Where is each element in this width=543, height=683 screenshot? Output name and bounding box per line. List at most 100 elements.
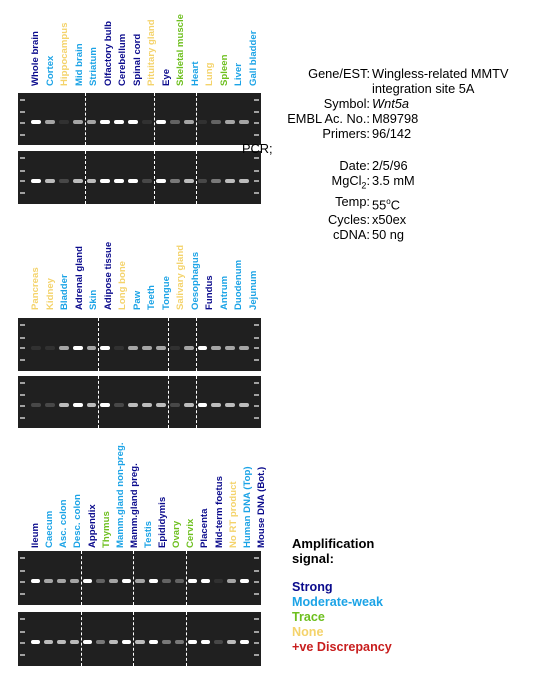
lane-separator	[81, 551, 83, 605]
gel-band	[135, 640, 145, 645]
lane-label: Mamm.gland non-preg.	[114, 442, 126, 548]
gel-band	[44, 120, 55, 125]
lane-label: Jejunum	[247, 270, 259, 310]
lane-label: Asc. colon	[58, 499, 70, 548]
lane-label: Epididymis	[157, 496, 169, 548]
gel-band	[128, 120, 138, 125]
lane-separator	[98, 376, 100, 428]
ladder-band	[20, 618, 25, 621]
ladder-band	[20, 121, 25, 124]
gel-band	[169, 403, 180, 408]
gel-band	[239, 120, 249, 125]
ladder-band	[254, 121, 259, 124]
gel-band	[109, 640, 119, 645]
lane-separator	[84, 93, 86, 145]
gel-band	[96, 640, 106, 645]
gel-image-panel-2-bottom	[18, 376, 261, 428]
lane-label: Desc. colon	[72, 494, 84, 548]
lane-label: Striatum	[88, 47, 100, 86]
lane-label: Oesophagus	[189, 251, 201, 310]
date-value: 2/5/96	[372, 158, 408, 173]
lane-label: Long bone	[117, 260, 129, 310]
legend-strong: Strong	[292, 580, 333, 594]
lane-label: Ileum	[30, 522, 42, 548]
embl-value: M89798	[372, 111, 419, 126]
gel-band	[183, 403, 194, 408]
lane-label: Cervix	[185, 518, 197, 548]
lane-label: Spleen	[218, 54, 230, 86]
gel-band	[44, 403, 55, 408]
gene-value-line-1: Wingless-related MMTV	[372, 66, 509, 81]
ladder-band	[20, 180, 25, 183]
gel-band	[86, 403, 97, 408]
gel-band	[128, 345, 138, 350]
lane-label: Antrum	[218, 275, 230, 310]
ladder-band	[254, 382, 259, 385]
gel-band	[57, 579, 67, 584]
gel-band	[83, 579, 93, 584]
ladder-band	[20, 99, 25, 102]
lane-label: Mamm.gland preg.	[128, 463, 140, 548]
lane-separator	[153, 151, 155, 204]
embl-label: EMBL Ac. No.:	[287, 111, 370, 126]
lane-separator	[185, 612, 187, 666]
gel-band	[44, 178, 55, 183]
lane-labels-panel-1: Whole brain Cortex Hippocampus Mid brain Str…	[29, 14, 261, 86]
symbol-value: Wnt5a	[372, 96, 409, 111]
gel-image-panel-1-bottom	[18, 151, 261, 204]
gel-band	[239, 403, 249, 408]
lane-label: Mid-term foetus	[213, 476, 225, 548]
gel-band	[86, 120, 97, 125]
gel-band	[58, 178, 69, 183]
lane-label: Heart	[189, 61, 201, 86]
ladder-band	[20, 133, 25, 136]
lane-label: Salivary gland	[175, 244, 187, 310]
gel-band	[70, 640, 80, 645]
lane-label: Pancreas	[30, 267, 42, 310]
lane-labels-panel-2: Pancreas Kidney Bladder Adrenal gland Skin Ad…	[29, 240, 261, 310]
gel-image-panel-1-top	[18, 93, 261, 145]
legend-none: None	[292, 625, 324, 639]
lane-label: Teeth	[146, 285, 158, 310]
gel-band	[148, 640, 158, 645]
ladder-band	[20, 382, 25, 385]
gel-band	[200, 640, 210, 645]
gene-label: Gene/EST:	[308, 66, 370, 81]
gel-band	[155, 345, 166, 350]
lane-label: Cortex	[44, 55, 56, 86]
lane-label: Pituitary gland	[146, 19, 158, 86]
gel-band	[155, 178, 166, 183]
ladder-band	[20, 192, 25, 195]
cdna-label: cDNA:	[333, 226, 370, 242]
gel-band	[183, 120, 194, 125]
lane-label: Mouse DNA (Bot.)	[255, 466, 267, 548]
gel-band	[183, 345, 194, 350]
gel-band	[128, 178, 138, 183]
gel-band	[161, 640, 171, 645]
gel-band	[239, 640, 249, 645]
gel-band	[142, 345, 152, 350]
gel-band	[148, 579, 158, 584]
ladder-band	[20, 394, 25, 397]
ladder-band	[20, 347, 25, 350]
lane-label: Liver	[233, 63, 245, 86]
gel-band	[72, 120, 83, 125]
gel-band	[169, 178, 180, 183]
lane-separator	[167, 318, 169, 371]
gel-band	[225, 178, 236, 183]
lane-label: Skin	[88, 289, 100, 310]
gel-band	[58, 345, 69, 350]
lane-label: Placenta	[199, 508, 211, 548]
legend-title-line-2: signal:	[292, 551, 334, 566]
lane-label: Gall bladder	[247, 30, 259, 86]
ladder-band	[254, 133, 259, 136]
ladder-band	[20, 580, 25, 583]
ladder-band	[254, 192, 259, 195]
temp-label: Temp:	[335, 193, 370, 209]
gel-band	[122, 579, 132, 584]
lane-label: Cerebellum	[117, 33, 129, 86]
gel-band	[213, 579, 223, 584]
gel-band	[114, 178, 125, 183]
ladder-band	[254, 359, 259, 362]
gel-image-panel-2-top	[18, 318, 261, 371]
